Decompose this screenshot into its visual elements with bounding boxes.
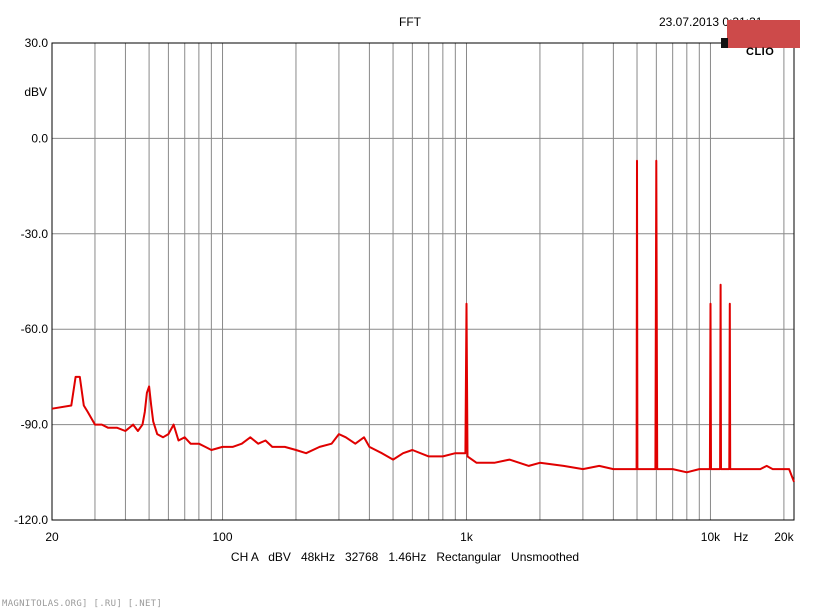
series-line	[51, 159, 795, 483]
y-tick-label: -90.0	[21, 418, 49, 432]
x-tick-label: 1k	[460, 530, 474, 544]
chart-title: FFT	[399, 15, 422, 29]
logo-text: CLIO	[746, 46, 775, 58]
y-axis-label: dBV	[24, 85, 47, 99]
y-tick-labels: 30.0 0.0 -30.0 -60.0 -90.0 -120.0	[14, 36, 48, 527]
y-tick-label: -60.0	[21, 322, 49, 336]
measurement-settings: CH A dBV 48kHz 32768 1.46Hz Rectangular …	[231, 550, 579, 564]
plot-frame	[51, 42, 795, 521]
x-tick-labels: 20 100 1k 10k 20k	[45, 530, 794, 544]
y-tick-label: 0.0	[31, 131, 48, 145]
x-axis-unit: Hz	[734, 530, 749, 544]
clio-logo	[727, 20, 800, 48]
grid	[52, 43, 794, 520]
y-tick-label: -120.0	[14, 513, 48, 527]
x-tick-label: 20k	[774, 530, 794, 544]
watermark: MAGNITOLAS.ORG] [.RU] [.NET]	[2, 599, 163, 609]
logo-mark-icon	[721, 38, 728, 48]
series-layer	[51, 159, 795, 483]
y-tick-label: 30.0	[25, 36, 49, 50]
x-tick-label: 20	[45, 530, 59, 544]
x-tick-label: 10k	[701, 530, 721, 544]
x-tick-label: 100	[213, 530, 233, 544]
y-tick-label: -30.0	[21, 227, 49, 241]
